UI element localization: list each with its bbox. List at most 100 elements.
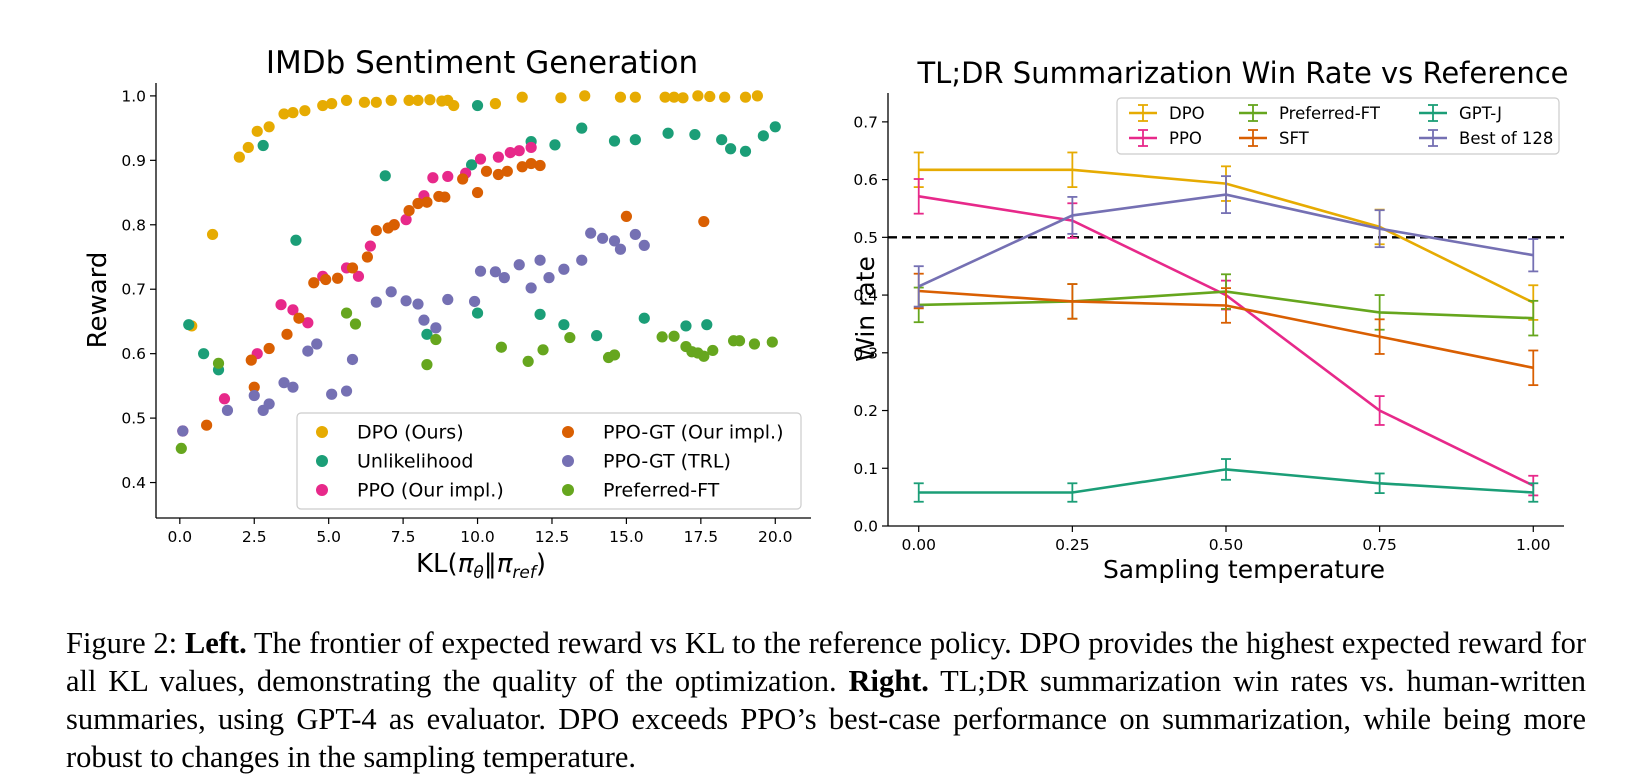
tldr-legend-label-gpt-j: GPT-J: [1459, 104, 1502, 123]
imdb-point-dpo-ours: [579, 90, 591, 102]
imdb-point-ppo-gt-our-impl: [361, 251, 373, 263]
imdb-point-dpo-ours: [206, 228, 219, 241]
imdb-point-unlikelihood: [198, 348, 210, 360]
imdb-point-ppo-gt-our-impl: [308, 277, 320, 289]
tldr-y-tick-label: 0.5: [853, 229, 878, 247]
imdb-point-ppo-gt-trl: [177, 425, 189, 437]
tldr-x-tick-label: 0.50: [1209, 536, 1244, 554]
imdb-point-ppo-our-impl: [504, 147, 516, 159]
imdb-point-ppo-gt-trl: [263, 398, 275, 410]
imdb-point-unlikelihood: [471, 99, 484, 112]
imdb-point-ppo-gt-trl: [576, 254, 588, 266]
tldr-y-tick-label: 0.1: [853, 460, 878, 478]
imdb-legend-label-preferred-ft: Preferred-FT: [603, 480, 720, 502]
imdb-point-unlikelihood: [716, 134, 728, 146]
imdb-legend-label-ppo-our-impl: PPO (Our impl.): [357, 480, 504, 502]
imdb-point-preferred-ft: [608, 349, 621, 361]
imdb-point-dpo-ours: [340, 94, 353, 106]
imdb-point-dpo-ours: [659, 91, 671, 103]
imdb-point-ppo-gt-our-impl: [480, 165, 493, 177]
imdb-point-ppo-gt-trl: [418, 314, 430, 326]
caption-prefix: Figure 2:: [66, 626, 178, 660]
imdb-x-tick-label: 15.0: [609, 528, 644, 546]
imdb-point-dpo-ours: [278, 108, 290, 120]
imdb-point-dpo-ours: [385, 94, 397, 106]
imdb-point-ppo-gt-trl: [614, 243, 627, 255]
tldr-legend-label-best-of-128: Best of 128: [1459, 129, 1553, 148]
imdb-legend-marker-ppo-gt-trl: [562, 455, 574, 467]
imdb-point-ppo-gt-our-impl: [346, 262, 359, 274]
imdb-point-unlikelihood: [689, 128, 701, 141]
tldr-legend-label-preferred-ft: Preferred-FT: [1279, 104, 1381, 123]
imdb-point-dpo-ours: [233, 151, 245, 163]
imdb-point-unlikelihood: [662, 127, 674, 139]
imdb-point-ppo-gt-trl: [474, 265, 487, 277]
imdb-point-unlikelihood: [290, 234, 302, 246]
caption-right-label: Right.: [848, 664, 929, 698]
imdb-point-dpo-ours: [287, 107, 299, 119]
tldr-x-axis-label: Sampling temperature: [1103, 555, 1385, 584]
imdb-point-unlikelihood: [183, 319, 195, 331]
imdb-point-unlikelihood: [629, 134, 641, 146]
imdb-point-preferred-ft: [421, 359, 433, 371]
tldr-chart-title: TL;DR Summarization Win Rate vs Referenc…: [916, 56, 1568, 90]
imdb-point-ppo-gt-our-impl: [421, 196, 433, 208]
imdb-x-tick-label: 17.5: [684, 528, 719, 546]
imdb-point-ppo-gt-trl: [442, 293, 454, 306]
imdb-point-dpo-ours: [412, 94, 424, 106]
imdb-point-ppo-gt-trl: [385, 286, 397, 298]
imdb-point-ppo-gt-our-impl: [501, 165, 513, 177]
imdb-point-ppo-gt-our-impl: [281, 328, 293, 340]
tldr-y-tick-label: 0.0: [853, 518, 878, 536]
imdb-point-ppo-gt-trl: [558, 263, 570, 275]
imdb-point-dpo-ours: [317, 99, 329, 112]
imdb-point-dpo-ours: [403, 94, 415, 106]
imdb-point-ppo-gt-our-impl: [403, 205, 415, 217]
imdb-point-ppo-gt-trl: [596, 232, 609, 244]
imdb-point-preferred-ft: [766, 336, 778, 348]
imdb-point-preferred-ft: [698, 350, 710, 362]
imdb-point-dpo-ours: [358, 96, 371, 108]
imdb-point-unlikelihood: [680, 320, 692, 332]
figure-caption: Figure 2: Left. The frontier of expected…: [66, 624, 1586, 776]
tldr-legend-label-dpo: DPO: [1169, 104, 1205, 123]
imdb-point-dpo-ours: [251, 125, 263, 137]
imdb-point-ppo-gt-our-impl: [320, 273, 332, 286]
imdb-point-ppo-our-impl: [427, 172, 439, 184]
imdb-legend-marker-ppo-gt-our-impl: [562, 426, 574, 438]
imdb-point-ppo-our-impl: [513, 145, 525, 157]
tldr-y-tick-label: 0.7: [853, 113, 878, 131]
imdb-point-ppo-gt-our-impl: [263, 342, 275, 355]
imdb-point-ppo-gt-our-impl: [370, 224, 382, 237]
imdb-point-dpo-ours: [614, 91, 627, 103]
imdb-point-ppo-gt-trl: [340, 385, 353, 397]
imdb-point-ppo-gt-trl: [221, 404, 234, 416]
imdb-point-ppo-our-impl: [525, 141, 537, 154]
imdb-point-ppo-gt-trl: [525, 282, 537, 294]
imdb-point-ppo-gt-trl: [638, 239, 650, 251]
imdb-point-ppo-gt-our-impl: [457, 173, 469, 185]
caption-right-text: TL;DR summarization win rates vs. human-…: [66, 664, 1587, 774]
imdb-y-tick-label: 0.6: [121, 345, 146, 363]
imdb-point-unlikelihood: [465, 159, 478, 171]
tldr-legend: DPO PPO Preferred-FT SFT GPT-J Best of 128: [1116, 97, 1560, 155]
imdb-point-dpo-ours: [719, 91, 731, 103]
imdb-point-ppo-gt-trl: [468, 295, 481, 308]
caption-left-label: Left.: [184, 626, 247, 660]
imdb-y-tick-label: 0.8: [121, 216, 146, 234]
imdb-point-ppo-gt-trl: [489, 266, 502, 278]
imdb-point-ppo-gt-trl: [346, 353, 359, 366]
imdb-point-ppo-our-impl: [492, 151, 504, 163]
imdb-point-ppo-gt-our-impl: [293, 312, 305, 324]
tldr-legend-frame: [1116, 97, 1560, 155]
imdb-legend-label-dpo-ours: DPO (Ours): [357, 422, 464, 444]
imdb-point-unlikelihood: [769, 121, 781, 133]
imdb-point-ppo-our-impl: [302, 317, 314, 329]
tldr-y-tick-label: 0.4: [853, 287, 878, 305]
imdb-point-dpo-ours: [516, 91, 528, 103]
imdb-point-ppo-gt-trl: [513, 259, 525, 271]
imdb-point-dpo-ours: [555, 92, 567, 104]
imdb-x-tick-label: 2.5: [242, 528, 267, 546]
tldr-y-tick-label: 0.6: [853, 171, 878, 189]
imdb-point-ppo-gt-our-impl: [412, 197, 424, 210]
